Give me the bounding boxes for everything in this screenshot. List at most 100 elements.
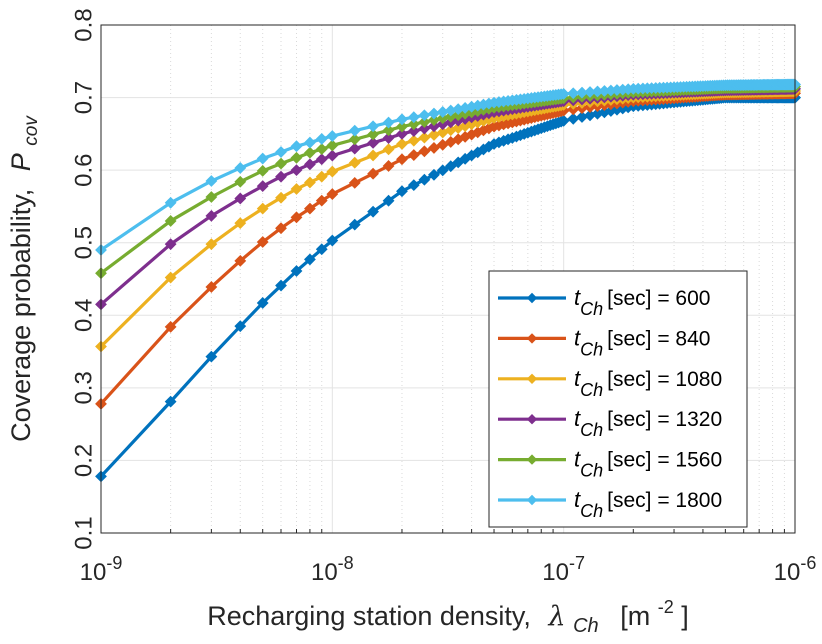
data-point-marker [275,279,287,292]
legend-subscript: Ch [580,299,603,319]
data-point-marker [304,136,316,149]
legend-box [488,270,748,528]
data-point-marker [326,165,339,178]
data-point-marker [256,152,269,165]
data-point-marker [326,188,339,200]
data-point-marker [396,120,408,133]
x-axis-label-unit-exponent: -2 [658,597,674,617]
data-point-marker [256,164,269,177]
data-point-marker [256,236,269,248]
data-point-marker [428,141,440,154]
data-point-marker [304,146,316,159]
data-point-marker [315,243,328,256]
y-tick-label: 0.5 [70,226,97,259]
data-point-marker [348,133,361,146]
data-point-marker [428,129,440,141]
legend-label: tCh [sec] = 600 [574,285,710,319]
y-axis-label-symbol: P [6,153,36,171]
x-tick-exponent: -8 [338,553,354,573]
data-point-marker [234,217,247,230]
x-axis-label-unit-close: ] [681,601,689,631]
data-point-marker [256,180,269,193]
data-point-marker [290,265,303,277]
data-point-marker [396,127,408,140]
data-point-marker [290,151,303,164]
data-point-marker [164,320,177,333]
x-tick-label: 10-8 [311,553,354,586]
data-point-marker [256,297,269,309]
data-point-marker [367,205,379,218]
y-tick-label: 0.3 [70,371,97,404]
data-point-marker [396,153,408,166]
data-point-marker [315,153,328,166]
data-point-marker [348,176,361,189]
data-point-marker [382,116,395,129]
data-point-marker [275,222,287,235]
legend-entry: tCh [sec] = 600 [498,285,710,319]
data-point-marker [367,149,379,162]
legend-label: tCh [sec] = 840 [574,325,710,359]
data-point-marker [256,202,269,215]
legend-entry: tCh [sec] = 840 [498,325,710,359]
data-point-marker [290,140,303,153]
data-point-marker [304,158,316,171]
data-point-marker [382,194,395,207]
data-point-marker [315,194,328,207]
data-point-marker [348,124,361,137]
data-point-marker [304,202,316,215]
data-point-marker [418,122,431,135]
data-point-marker [275,157,287,170]
legend-entry: tCh [sec] = 1080 [498,366,722,400]
y-tick-label: 0.7 [70,81,97,114]
y-tick-label: 0.4 [70,299,97,332]
y-axis-label: Coverage probability, P cov [6,115,42,442]
data-point-marker [567,87,580,100]
x-tick-label: 10-7 [542,553,585,586]
data-point-marker [290,183,303,195]
x-tick-base: 10 [311,559,338,586]
data-point-marker [436,164,449,177]
x-tick-label: 10-6 [774,553,817,586]
legend-label: tCh [sec] = 1800 [574,487,722,521]
legend-label: tCh [sec] = 1560 [574,447,722,481]
data-point-marker [304,176,316,189]
data-point-marker [396,185,408,198]
legend-subscript: Ch [580,501,603,521]
legend-label: tCh [sec] = 1080 [574,366,722,400]
data-point-marker [234,192,247,205]
legend-value: [sec] = 1080 [607,368,722,391]
legend-marker [526,494,538,506]
data-point-marker [326,234,339,247]
data-point-marker [557,88,570,100]
legend-marker [526,454,538,465]
data-point-marker [367,136,379,149]
data-point-marker [164,395,177,408]
data-point-marker [205,209,218,222]
y-axis-label-text: Coverage probability, [6,189,36,442]
legend-entry: tCh [sec] = 1560 [498,447,722,481]
data-point-marker [382,143,395,156]
data-point-marker [367,167,379,180]
data-point-marker [290,164,303,177]
legend-symbol: t [574,366,581,391]
legend-marker [526,333,538,344]
x-axis-label-subscript: Ch [573,615,599,637]
legend-value: [sec] = 600 [607,287,710,310]
data-point-marker [418,131,431,144]
data-point-marker [164,196,177,209]
y-axis-label-subscript: cov [21,115,42,146]
data-point-marker [348,156,361,169]
data-point-marker [407,111,420,124]
data-point-marker [234,175,247,188]
legend-symbol: t [574,285,581,310]
legend-subscript: Ch [580,380,603,400]
data-point-marker [418,145,431,158]
data-point-marker [382,132,395,144]
data-point-marker [407,134,420,147]
y-tick-label: 0.2 [70,444,97,477]
data-point-marker [407,125,420,137]
data-point-marker [407,118,420,131]
x-tick-exponent: -6 [800,553,816,573]
x-tick-base: 10 [774,559,801,586]
